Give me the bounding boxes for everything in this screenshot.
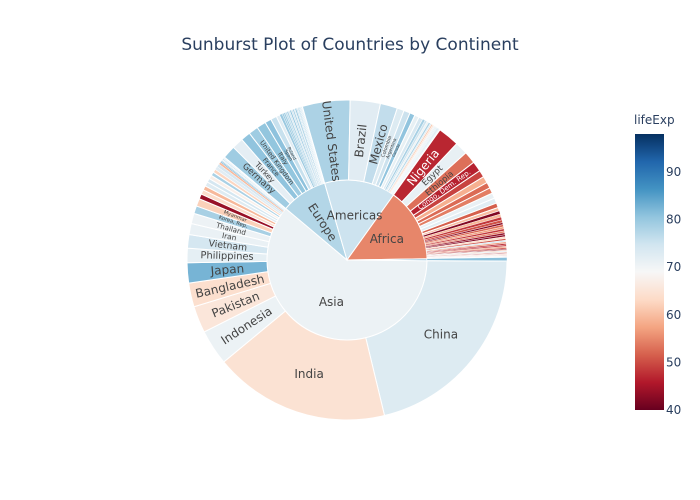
sector-new-zealand[interactable] — [426, 260, 508, 262]
colorbar-tick-80: 80 — [666, 213, 681, 227]
colorbar-gradient — [635, 134, 664, 410]
colorbar-tick-40: 40 — [666, 403, 681, 417]
colorbar-tick-90: 90 — [666, 165, 681, 179]
sector-india[interactable] — [223, 310, 386, 421]
colorbar-tick-70: 70 — [666, 260, 681, 274]
colorbar-tick-50: 50 — [666, 355, 681, 369]
colorbar-tick-60: 60 — [666, 308, 681, 322]
colorbar: lifeExp 40 50 60 70 80 90 — [634, 113, 681, 417]
colorbar-title: lifeExp — [634, 113, 675, 127]
sunburst-plot: AsiaChinaIndiaIndonesiaPakistanBanglades… — [186, 99, 508, 421]
chart-title: Sunburst Plot of Countries by Continent — [181, 35, 519, 55]
sector-china[interactable] — [365, 260, 508, 417]
